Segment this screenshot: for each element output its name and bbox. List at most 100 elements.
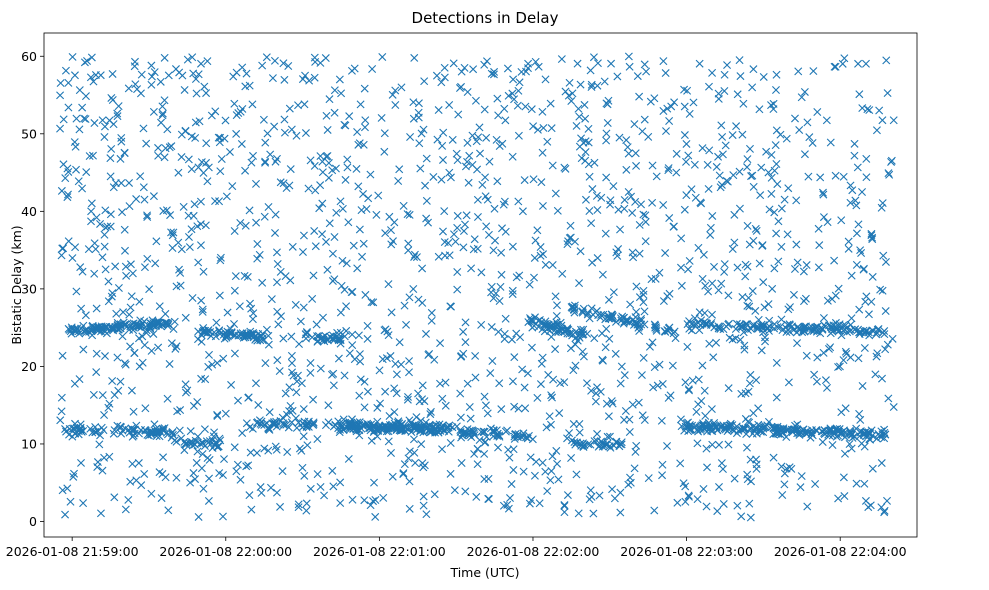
data-point (164, 71, 173, 80)
data-point (232, 467, 241, 476)
data-point (715, 171, 724, 180)
data-point (204, 496, 213, 505)
data-point (63, 193, 72, 202)
data-point (453, 268, 462, 277)
y-tick-label: 60 (21, 49, 37, 64)
data-point (478, 180, 487, 189)
data-point (717, 422, 726, 431)
data-point (620, 204, 629, 213)
data-point (752, 226, 761, 235)
data-point (499, 200, 508, 209)
data-point (509, 465, 518, 474)
data-point (861, 327, 870, 335)
data-point (211, 197, 220, 206)
data-point (180, 446, 189, 455)
data-point (481, 192, 490, 201)
data-point (74, 327, 83, 336)
data-point (680, 85, 689, 94)
x-tick-label: 2026-01-08 21:59:00 (6, 544, 139, 559)
data-point (230, 349, 239, 358)
data-point (192, 89, 201, 98)
data-point (780, 469, 789, 478)
data-point (271, 228, 280, 237)
data-point (494, 111, 503, 120)
data-point (336, 499, 345, 508)
data-point (637, 200, 646, 209)
data-point (405, 357, 414, 366)
data-point (593, 254, 602, 263)
data-point (837, 408, 846, 417)
data-point (280, 115, 289, 124)
data-point (497, 405, 506, 414)
data-point (318, 199, 327, 208)
data-point (297, 446, 306, 455)
data-point (452, 422, 461, 431)
data-point (462, 211, 471, 220)
data-point (661, 249, 670, 258)
data-point (128, 269, 137, 278)
data-point (795, 430, 804, 439)
data-point (464, 178, 473, 187)
data-point (785, 327, 794, 336)
data-point (59, 244, 68, 253)
data-point (714, 89, 723, 98)
data-point (685, 386, 694, 395)
data-point (270, 122, 279, 131)
data-point (852, 201, 861, 210)
data-point (183, 386, 192, 395)
data-point (343, 155, 352, 164)
data-point (551, 345, 560, 354)
data-point (169, 228, 178, 237)
data-point (564, 237, 573, 246)
data-point (81, 115, 90, 124)
data-point (395, 422, 404, 431)
data-point (468, 426, 477, 435)
data-point (361, 421, 370, 430)
data-point (267, 295, 276, 304)
data-point (495, 379, 504, 388)
data-point (348, 341, 357, 350)
data-point (384, 427, 393, 436)
data-point (255, 250, 264, 259)
data-point (309, 395, 318, 404)
data-point (177, 245, 186, 254)
data-point (154, 143, 163, 152)
data-point (198, 450, 207, 458)
data-point (140, 469, 149, 478)
data-point (467, 264, 476, 273)
data-point (340, 285, 349, 294)
data-point (598, 355, 607, 364)
data-point (404, 392, 412, 401)
data-point (761, 422, 770, 431)
data-point (241, 221, 250, 230)
data-point (113, 112, 122, 121)
data-point (521, 404, 530, 413)
data-point (587, 219, 596, 228)
data-point (360, 403, 369, 412)
data-point (240, 331, 249, 340)
data-point (109, 183, 118, 192)
data-point (475, 123, 484, 132)
data-point (887, 156, 896, 165)
data-point (405, 477, 414, 486)
data-point (634, 398, 643, 407)
data-point (337, 281, 346, 290)
data-point (386, 352, 395, 361)
data-point (525, 499, 534, 508)
data-point (809, 67, 818, 76)
data-point (576, 80, 585, 89)
data-point (602, 173, 611, 182)
data-point (388, 90, 397, 99)
data-point (508, 89, 517, 98)
data-point (321, 54, 330, 63)
data-point (735, 167, 744, 176)
data-point (91, 428, 100, 437)
data-point (471, 351, 480, 360)
data-point (739, 99, 748, 108)
y-axis-label: Bistatic Delay (km) (9, 225, 24, 344)
data-point (761, 337, 770, 346)
data-point (777, 462, 786, 471)
data-point (473, 165, 482, 174)
data-point (457, 352, 466, 361)
data-point (536, 243, 545, 252)
